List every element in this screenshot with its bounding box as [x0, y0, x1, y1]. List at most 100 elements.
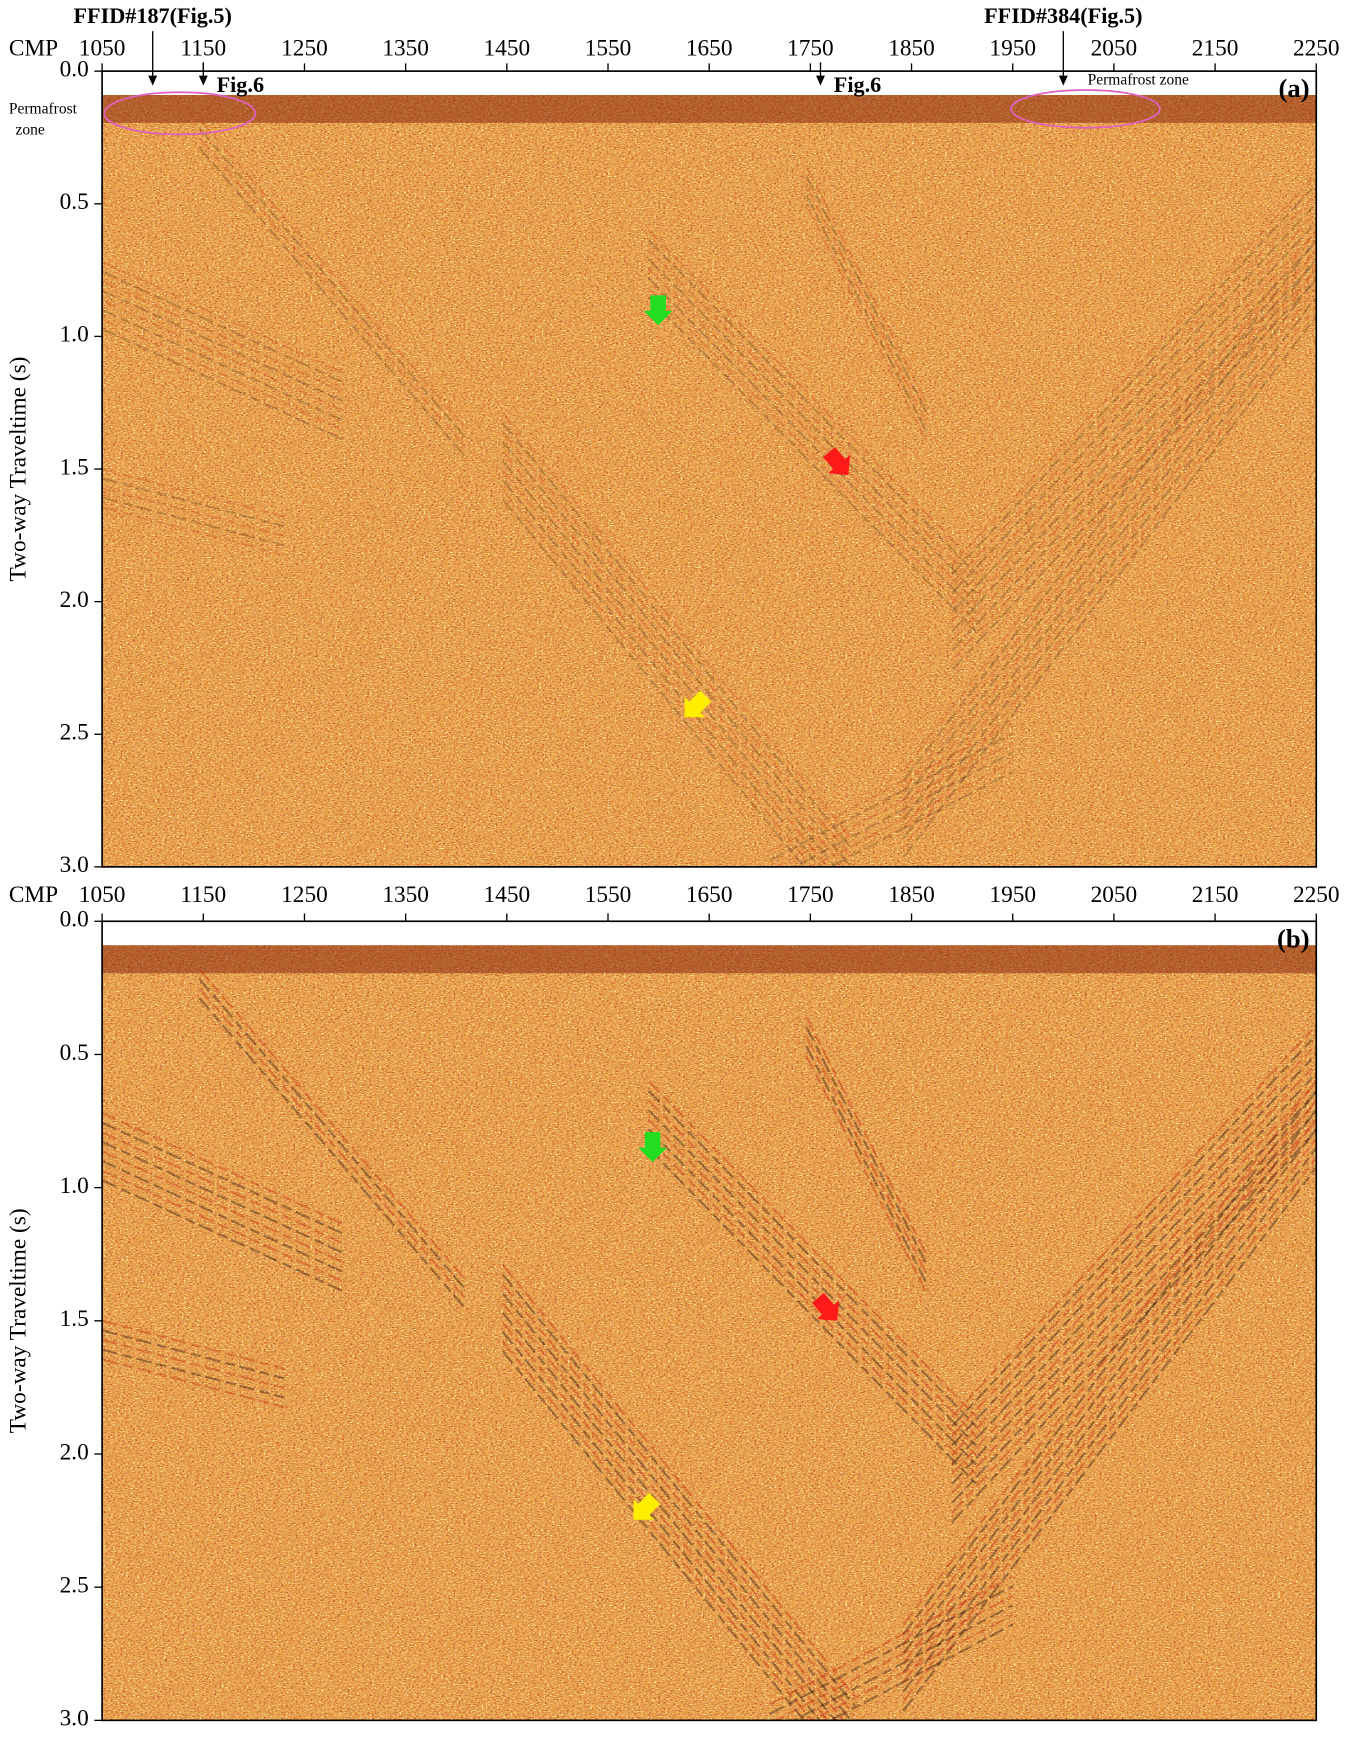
reflector: [791, 751, 1014, 867]
annotation-arrow: [811, 1292, 839, 1321]
reflector: [647, 1080, 978, 1418]
y-tick-label: 3.0: [60, 852, 89, 878]
reflector: [791, 1604, 1014, 1721]
permafrost-label: Permafrost zone: [1088, 72, 1189, 89]
reflector: [647, 1099, 978, 1437]
reflector: [805, 166, 929, 406]
reflector: [805, 1045, 929, 1287]
permafrost-label: zone: [16, 122, 45, 139]
reflector: [805, 1026, 929, 1267]
reflector: [501, 1302, 845, 1721]
y-tick-label: 0.5: [60, 189, 89, 215]
reflector: [198, 987, 468, 1301]
x-axis-label: CMP: [9, 35, 58, 61]
reflector: [102, 289, 346, 404]
reflector: [902, 315, 1317, 859]
x-tick-label: 1550: [585, 35, 632, 61]
reflector: [902, 1099, 1317, 1645]
reflector: [810, 1613, 1014, 1721]
reflector: [805, 185, 929, 425]
permafrost-ellipse: [1010, 89, 1161, 129]
texture-black: [102, 921, 1317, 1721]
reflector: [102, 1159, 346, 1274]
reflector: [647, 239, 978, 575]
reflector: [647, 1147, 978, 1485]
reflector: [769, 1585, 1014, 1715]
reflector: [501, 1340, 814, 1721]
reflector: [805, 175, 929, 416]
reflector: [198, 997, 468, 1311]
reflector: [102, 1348, 285, 1399]
seismic-image: [102, 921, 1317, 1721]
reflector: [902, 1118, 1317, 1664]
top-noise: [102, 95, 1317, 123]
x-tick-label: 2150: [1192, 882, 1239, 908]
y-tick-label: 1.0: [60, 1173, 89, 1199]
marker-head: [1058, 75, 1068, 86]
reflector: [501, 479, 822, 867]
reflector: [501, 441, 853, 867]
reflector: [902, 306, 1317, 849]
reflector: [501, 1331, 822, 1721]
reflector: [769, 722, 1014, 852]
reflector: [902, 286, 1317, 830]
reflector: [501, 1273, 856, 1707]
reflector: [102, 1131, 346, 1246]
reflector: [102, 496, 285, 547]
reflector: [809, 760, 1014, 867]
panel-label: (a): [1279, 73, 1310, 103]
reflector: [902, 229, 1317, 773]
reflector: [102, 467, 285, 518]
reflector: [902, 1080, 1317, 1626]
reflector: [102, 327, 346, 442]
x-tick-label: 1550: [585, 882, 632, 908]
y-tick-label: 0.0: [60, 56, 89, 82]
permafrost-label: Permafrost: [9, 101, 78, 118]
marker-head: [816, 75, 825, 86]
top-noise: [102, 945, 1317, 974]
reflector: [501, 1312, 837, 1721]
x-tick-label: 2250: [1293, 35, 1340, 61]
x-tick-label: 1050: [79, 35, 126, 61]
reflector: [647, 258, 978, 594]
marker-head: [198, 75, 208, 86]
y-tick-label: 2.0: [60, 587, 89, 613]
reflector: [501, 1283, 856, 1717]
x-tick-label: 2050: [1091, 35, 1138, 61]
seismic-image: [102, 71, 1317, 867]
reflector: [501, 1321, 829, 1721]
reflector: [902, 1137, 1317, 1683]
reflector: [902, 1157, 1317, 1702]
x-tick-label: 1850: [888, 35, 935, 61]
reflector: [647, 1128, 978, 1466]
reflector: [805, 1055, 929, 1296]
reflector: [102, 1329, 285, 1380]
reflector: [828, 1623, 1014, 1721]
x-tick-label: 1850: [888, 882, 935, 908]
x-tick-label: 1350: [382, 35, 429, 61]
x-axis-label: CMP: [9, 882, 58, 908]
reflector: [805, 1035, 929, 1277]
reflector: [102, 1140, 346, 1255]
y-tick-label: 1.5: [60, 454, 89, 480]
reflector: [647, 267, 978, 604]
panel-label: (b): [1277, 923, 1310, 953]
x-tick-label: 1150: [180, 882, 226, 908]
reflector: [902, 248, 1317, 792]
annotation-arrow: [643, 295, 673, 326]
reflector: [902, 258, 1317, 801]
y-tick-label: 2.5: [60, 1573, 89, 1599]
reflector: [647, 296, 978, 633]
reflector: [198, 137, 468, 450]
x-tick-label: 1250: [281, 35, 328, 61]
y-axis-label: Two-way Traveltime (s): [5, 1208, 31, 1433]
y-axis-label: Two-way Traveltime (s): [5, 357, 31, 582]
reflector: [102, 1150, 346, 1265]
reflector: [773, 741, 1014, 867]
reflector: [902, 1128, 1317, 1674]
y-tick-label: 2.0: [60, 1439, 89, 1465]
y-tick-label: 1.5: [60, 1306, 89, 1332]
reflector: [805, 204, 929, 445]
reflector: [501, 460, 837, 867]
